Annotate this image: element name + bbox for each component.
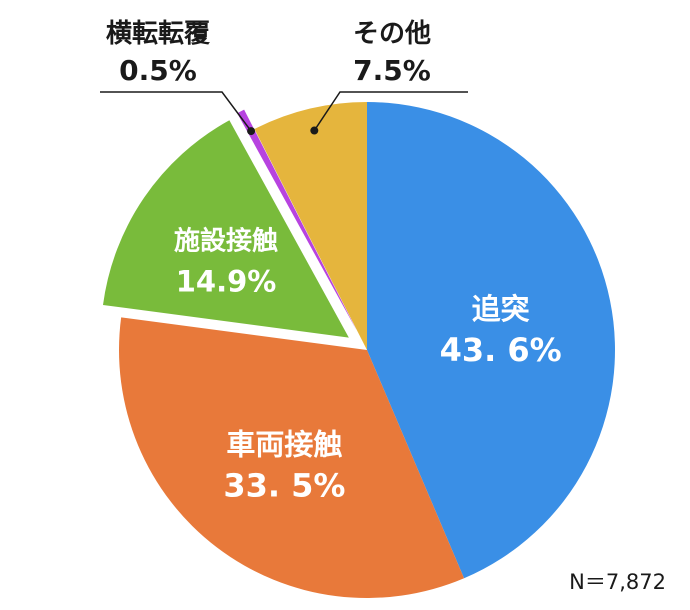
leader-line-4 [313, 91, 468, 131]
sample-size-note: N＝7,872 [569, 570, 666, 594]
pie-slice-3 [237, 109, 357, 331]
pie-slice-2 [102, 120, 349, 338]
slice-value-2: 14.9% [176, 265, 277, 299]
leader-line-3 [100, 91, 252, 132]
pie-slice-0 [367, 102, 615, 579]
outside-value-3: 0.5% [119, 54, 197, 87]
outside-label-4: その他 [353, 19, 431, 49]
outside-value-4: 7.5% [353, 54, 431, 87]
pie-slice-4 [254, 102, 367, 350]
slice-label-1: 車両接触 [226, 428, 342, 462]
slice-value-1: 33. 5% [223, 467, 345, 505]
pie-slice-1 [119, 317, 465, 598]
slice-value-0: 43. 6% [440, 331, 562, 369]
slice-label-0: 追突 [472, 292, 530, 326]
slice-label-2: 施設接触 [174, 226, 278, 257]
outside-label-3: 横転転覆 [106, 19, 211, 49]
